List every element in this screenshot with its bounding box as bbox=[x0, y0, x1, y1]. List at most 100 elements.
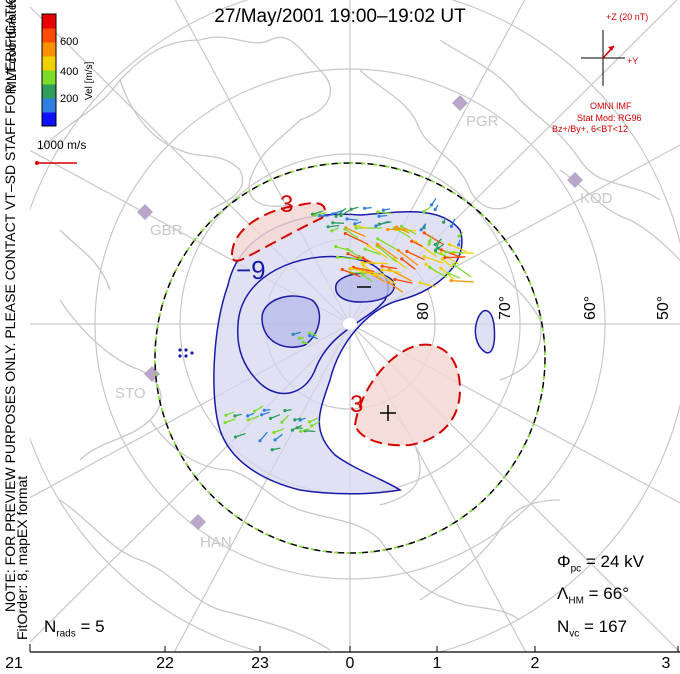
stat-lambda-hm-sub: HM bbox=[568, 595, 584, 607]
bottom-ticks bbox=[29, 644, 679, 652]
imf-model: Stat Mod: RG96 bbox=[577, 113, 642, 123]
stat-n-rads-sub: rads bbox=[56, 628, 76, 640]
velocity-vector-origin bbox=[422, 231, 426, 235]
velocity-vector-origin bbox=[449, 279, 453, 283]
velocity-vector bbox=[382, 274, 397, 285]
velocity-vector-origin bbox=[363, 206, 367, 210]
colorbar-frame bbox=[41, 13, 57, 127]
station-han: HAN bbox=[200, 534, 232, 551]
velocity-vector-origin bbox=[433, 242, 437, 247]
velocity-vector-origin bbox=[366, 244, 371, 248]
imf-source: OMNI IMF bbox=[590, 101, 632, 111]
velocity-vector bbox=[395, 229, 416, 232]
velocity-vector-origin bbox=[380, 273, 384, 277]
velocity-vector-origin bbox=[446, 271, 451, 275]
coastlines bbox=[39, 36, 680, 651]
stat-n-rads-value: = 5 bbox=[75, 617, 105, 636]
velocity-vector-origin bbox=[260, 413, 264, 417]
stat-n-vc-symbol: N bbox=[557, 617, 570, 636]
velocity-vector-origin bbox=[299, 429, 303, 433]
velocity-vector-origin bbox=[178, 354, 182, 358]
velocity-vector-origin bbox=[343, 227, 347, 231]
velocity-vector bbox=[350, 267, 377, 277]
mlt-label-0: 0 bbox=[345, 655, 355, 672]
velocity-vector bbox=[328, 224, 340, 228]
velocity-vector bbox=[362, 274, 373, 283]
velocity-vector-origin bbox=[400, 257, 404, 261]
velocity-colorbar bbox=[41, 13, 57, 127]
latitude-labels: 80 70° 60° 50° bbox=[415, 296, 672, 320]
velocity-vector-origin bbox=[270, 448, 274, 452]
velocity-vector-origin bbox=[448, 242, 452, 247]
mlt-label-21: 21 bbox=[5, 655, 23, 672]
velocity-vector-origin bbox=[457, 234, 461, 238]
lat-label-60: 60° bbox=[582, 296, 599, 320]
velocity-vector-origin bbox=[436, 246, 440, 250]
velocity-vector bbox=[445, 251, 464, 254]
velocity-vector-origin bbox=[184, 354, 188, 358]
velocity-vector bbox=[419, 282, 436, 288]
velocity-vector bbox=[259, 431, 268, 442]
pole-white-spot bbox=[343, 318, 357, 330]
velocity-vector bbox=[235, 432, 246, 438]
velocity-vector-origin bbox=[424, 262, 428, 266]
station-kod: KOD bbox=[580, 190, 613, 207]
velocity-vector bbox=[332, 222, 345, 224]
contour-label-neg9: −9 bbox=[236, 255, 266, 285]
velocity-vector-origin bbox=[178, 348, 182, 352]
station-labels: PGR KOD GBR STO HAN bbox=[115, 113, 613, 551]
colorbar-segment bbox=[42, 98, 56, 113]
velocity-vector-origin bbox=[345, 217, 349, 221]
velocity-vector-origin bbox=[334, 245, 338, 249]
velocity-vector bbox=[448, 272, 461, 279]
velocity-vector bbox=[224, 418, 236, 424]
velocity-vector bbox=[411, 240, 423, 248]
velocity-vector-origin bbox=[422, 255, 426, 259]
velocity-vector-origin bbox=[253, 409, 257, 413]
velocity-vector bbox=[248, 415, 260, 421]
velocity-vector bbox=[401, 225, 417, 235]
velocity-vector-origin bbox=[418, 281, 422, 285]
velocity-vector bbox=[381, 269, 401, 274]
velocity-vector bbox=[362, 262, 389, 265]
velocity-vector-origin bbox=[318, 214, 322, 218]
velocity-vector-origin bbox=[335, 255, 340, 259]
velocity-vector-origin bbox=[346, 247, 350, 251]
velocity-vector-origin bbox=[444, 250, 448, 254]
imf-condition: Bz+/By+, 6<BT<12 bbox=[552, 124, 629, 134]
velocity-vector-origin bbox=[326, 225, 330, 229]
velocity-vector-origin bbox=[349, 207, 353, 211]
velocity-vector bbox=[398, 249, 419, 266]
velocity-vector-origin bbox=[334, 214, 338, 218]
velocity-vector-origin bbox=[428, 239, 432, 243]
velocity-vector-origin bbox=[301, 340, 305, 344]
contour-label-pos3: 3 bbox=[280, 191, 293, 218]
velocity-vector-origin bbox=[433, 248, 438, 252]
velocity-vector-origin bbox=[393, 277, 397, 281]
negative-contour-core bbox=[261, 295, 321, 348]
velocity-vector bbox=[304, 430, 316, 433]
velocity-vector bbox=[335, 207, 347, 217]
velocity-vector-origin bbox=[377, 214, 381, 218]
map-title: 27/May/2001 19:00–19:02 UT bbox=[214, 6, 466, 27]
colorbar-segment bbox=[42, 84, 56, 99]
velocity-vector-origin bbox=[343, 231, 347, 236]
heppner-maynard-boundary-green bbox=[154, 162, 546, 554]
imf-z-label: +Z (20 nT) bbox=[606, 12, 649, 22]
velocity-vector bbox=[337, 256, 362, 260]
stat-phi-pc-symbol: Φ bbox=[557, 552, 571, 571]
stat-phi-pc-sub: pc bbox=[570, 563, 582, 575]
lat-label-70: 70° bbox=[497, 296, 514, 320]
stat-phi-pc-value: = 24 kV bbox=[581, 552, 644, 571]
velocity-vector-origin bbox=[395, 225, 399, 229]
stat-n-rads-symbol: N bbox=[44, 617, 57, 636]
station-pgr: PGR bbox=[466, 113, 499, 130]
velocity-vector-origin bbox=[298, 418, 302, 422]
stat-lambda-hm: ΛHM = 66° bbox=[557, 584, 629, 606]
velocity-vector bbox=[270, 414, 281, 420]
velocity-vector bbox=[254, 405, 264, 412]
lat-label-80: 80 bbox=[415, 302, 432, 320]
station-sto: STO bbox=[115, 385, 146, 402]
colorbar-segment bbox=[42, 14, 56, 29]
velocity-vector-origin bbox=[361, 273, 365, 277]
